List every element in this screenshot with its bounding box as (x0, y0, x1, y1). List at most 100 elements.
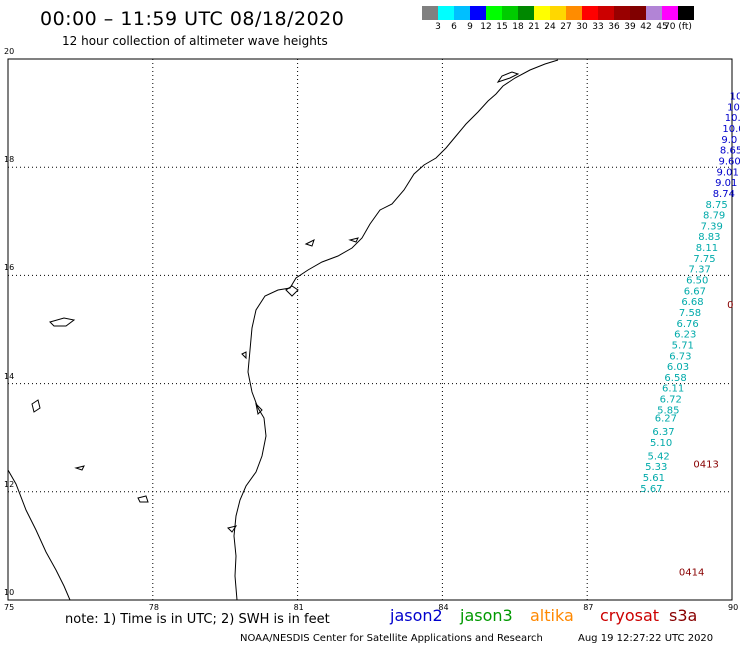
colorbar-swatch (646, 6, 662, 20)
colorbar-label: 9 (467, 22, 473, 32)
swh-value-label: 6.72 (660, 395, 682, 406)
x-tick-label: 87 (583, 603, 594, 612)
swh-value-label: 10.0 (722, 124, 740, 135)
swh-value-label: 8.65 (720, 146, 740, 157)
swh-value-label: 6.50 (686, 276, 708, 287)
swh-value-label: 8.79 (703, 211, 725, 222)
y-tick-label: 20 (4, 47, 15, 56)
legend-s3a: s3a (669, 606, 698, 625)
swh-value-label: 5.33 (645, 462, 667, 473)
y-tick-label: 12 (4, 479, 15, 489)
colorbar (422, 6, 694, 20)
swh-value-label: 5.85 (657, 405, 679, 416)
swh-value-label: 6.68 (681, 297, 703, 308)
x-tick-label: 75 (4, 603, 15, 612)
chilika-lake (496, 71, 520, 83)
colorbar-swatch (438, 6, 454, 20)
coastal-lake (255, 402, 263, 416)
swh-value-label: 5.67 (640, 484, 662, 495)
x-tick-label: 84 (438, 603, 449, 612)
swh-value-label: 6.58 (664, 373, 686, 384)
colorbar-label: 39 (624, 22, 636, 32)
swh-value-label: 7.58 (679, 308, 701, 319)
colorbar-swatch (566, 6, 582, 20)
swh-value-label: 6.67 (684, 286, 706, 297)
colorbar-labels: 3 6 9 12 15 18 21 24 27 30 33 36 39 42 45 70 (ft) (422, 22, 740, 34)
y-tick-label: 14 (4, 371, 15, 381)
colorbar-swatch (550, 6, 566, 20)
swh-value-label: 5.42 (648, 451, 670, 462)
interior-lake-3 (74, 465, 85, 471)
colorbar-label: 6 (451, 22, 457, 32)
swh-value-label: 5.61 (643, 473, 665, 484)
x-tick-label: 78 (148, 603, 159, 612)
coastal-islet-2 (348, 237, 359, 243)
swh-value-label: 8.74 (713, 189, 735, 200)
y-tick-label: 16 (4, 263, 15, 273)
swh-value-label: 10. (727, 102, 740, 113)
colorbar-label: 21 (528, 22, 540, 32)
x-tick-label: 81 (293, 603, 304, 612)
colorbar-label: 27 (560, 22, 572, 32)
map-subtitle: 12 hour collection of altimeter wave hei… (62, 34, 328, 48)
colorbar-swatch (486, 6, 502, 20)
colorbar-swatch (662, 6, 678, 20)
altimeter-tracks: 1010.10.10.09.08.659.609.019.018.748.758… (640, 92, 740, 579)
colorbar-label: 42 (640, 22, 652, 32)
swh-value-label: 0413 (693, 459, 718, 470)
swh-value-label: 0 (727, 300, 733, 311)
swh-value-label: 7.37 (689, 265, 711, 276)
colorbar-swatch (678, 6, 694, 20)
coastal-islet-3 (227, 525, 238, 533)
grid-lines (8, 59, 732, 600)
swh-value-label: 6.37 (652, 427, 674, 438)
footer-note: note: 1) Time is in UTC; 2) SWH is in fe… (65, 612, 330, 627)
swh-value-label: 9.01 (715, 178, 737, 189)
legend-cryosat: cryosat (600, 606, 660, 625)
colorbar-label: 12 (480, 22, 492, 32)
legend-jason3: jason3 (460, 606, 513, 625)
swh-value-label: 0414 (679, 568, 704, 579)
credit-text: NOAA/NESDIS Center for Satellite Applica… (240, 633, 543, 644)
swh-value-label: 6.03 (667, 362, 689, 373)
swh-value-label: 6.27 (655, 413, 677, 424)
interior-lake-4 (137, 495, 149, 503)
coastal-islet-1 (304, 239, 315, 247)
west-coastline (7, 469, 71, 601)
colorbar-label: 36 (608, 22, 620, 32)
x-tick-label: 90 (728, 603, 739, 612)
east-coast-inlet (285, 285, 299, 297)
swh-value-label: 10. (725, 113, 740, 124)
swh-value-label: 8.75 (705, 200, 727, 211)
colorbar-swatch (502, 6, 518, 20)
swh-value-label: 9.60 (718, 156, 740, 167)
swh-value-label: 5.10 (650, 438, 672, 449)
colorbar-swatch (598, 6, 614, 20)
swh-value-label: 9.01 (717, 167, 739, 178)
colorbar-swatch (534, 6, 550, 20)
colorbar-label: 70 (ft) (664, 22, 692, 32)
y-tick-label: 10 (4, 588, 15, 597)
legend-altika: altika (530, 606, 574, 625)
colorbar-label: 15 (496, 22, 508, 32)
swh-value-label: 10 (730, 92, 740, 103)
colorbar-label: 33 (592, 22, 604, 32)
interior-lake-5 (241, 351, 247, 360)
colorbar-swatch (582, 6, 598, 20)
colorbar-label: 24 (544, 22, 556, 32)
interior-lake-2 (31, 399, 41, 413)
colorbar-label: 3 (435, 22, 441, 32)
swh-value-label: 7.75 (693, 254, 715, 265)
swh-value-label: 6.73 (669, 351, 691, 362)
colorbar-label: 45 (656, 22, 668, 32)
swh-value-label: 8.11 (696, 243, 718, 254)
legend-jason2: jason2 (390, 606, 443, 625)
swh-value-label: 5.71 (672, 340, 694, 351)
colorbar-swatch (614, 6, 630, 20)
swh-value-label: 8.83 (698, 232, 720, 243)
y-tick-label: 18 (4, 155, 15, 165)
swh-value-label: 9.0 (721, 135, 737, 146)
interior-lake-1 (49, 317, 76, 327)
colorbar-label: 18 (512, 22, 524, 32)
